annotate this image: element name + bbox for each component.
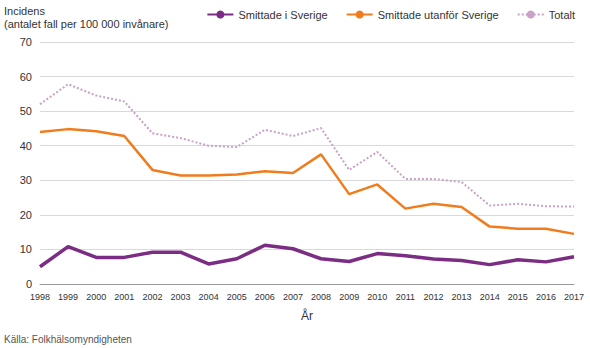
svg-text:70: 70 [20, 36, 32, 48]
svg-text:2014: 2014 [480, 292, 500, 302]
svg-text:2017: 2017 [564, 292, 584, 302]
svg-text:10: 10 [20, 243, 32, 255]
svg-text:År: År [301, 308, 313, 323]
svg-text:Incidens: Incidens [4, 5, 45, 17]
svg-text:2005: 2005 [227, 292, 247, 302]
svg-text:2003: 2003 [171, 292, 191, 302]
svg-text:2016: 2016 [536, 292, 556, 302]
svg-text:30: 30 [20, 174, 32, 186]
svg-text:Smittade i Sverige: Smittade i Sverige [238, 9, 327, 21]
svg-text:Källa: Folkhälsomyndigheten: Källa: Folkhälsomyndigheten [4, 334, 132, 345]
svg-text:2006: 2006 [255, 292, 275, 302]
svg-text:2001: 2001 [114, 292, 134, 302]
svg-text:2010: 2010 [367, 292, 387, 302]
svg-text:2013: 2013 [452, 292, 472, 302]
svg-text:2007: 2007 [283, 292, 303, 302]
svg-text:2000: 2000 [86, 292, 106, 302]
svg-text:(antalet fall per 100 000 invå: (antalet fall per 100 000 invånare) [4, 18, 169, 30]
svg-text:2009: 2009 [339, 292, 359, 302]
svg-text:1998: 1998 [30, 292, 50, 302]
svg-text:0: 0 [26, 278, 32, 290]
svg-text:60: 60 [20, 71, 32, 83]
svg-text:1999: 1999 [58, 292, 78, 302]
svg-text:2012: 2012 [423, 292, 443, 302]
svg-text:2002: 2002 [142, 292, 162, 302]
svg-text:20: 20 [20, 209, 32, 221]
svg-text:2015: 2015 [508, 292, 528, 302]
svg-text:2004: 2004 [199, 292, 219, 302]
svg-text:2011: 2011 [396, 292, 415, 302]
svg-text:2008: 2008 [311, 292, 331, 302]
svg-text:Totalt: Totalt [549, 9, 575, 21]
svg-text:40: 40 [20, 140, 32, 152]
svg-text:Smittade utanför Sverige: Smittade utanför Sverige [378, 9, 499, 21]
svg-text:50: 50 [20, 105, 32, 117]
